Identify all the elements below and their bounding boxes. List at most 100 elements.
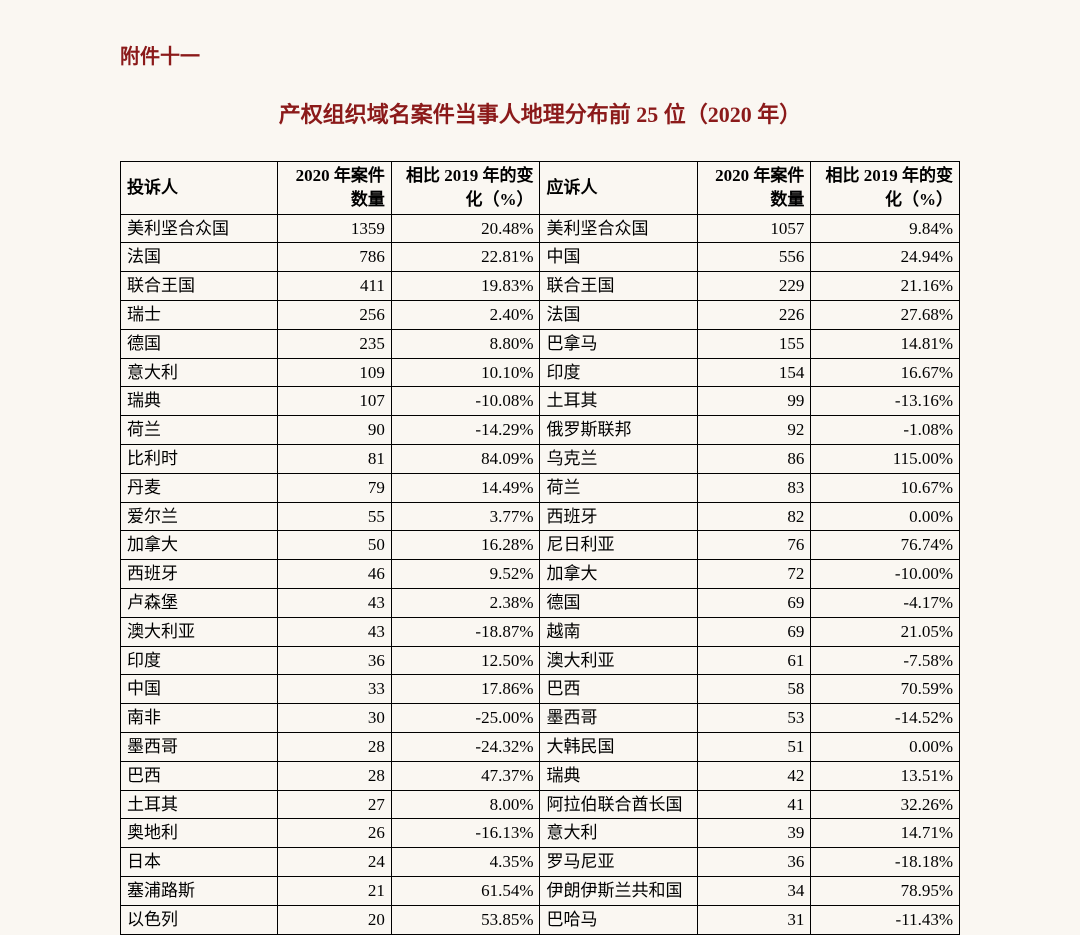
complainant-pct: 2.38% bbox=[391, 588, 540, 617]
respondent-pct: 16.67% bbox=[811, 358, 960, 387]
table-row: 以色列2053.85%巴哈马31-11.43% bbox=[121, 905, 960, 934]
table-row: 奥地利26-16.13%意大利3914.71% bbox=[121, 819, 960, 848]
respondent-cases: 31 bbox=[697, 905, 811, 934]
respondent-cases: 556 bbox=[697, 243, 811, 272]
complainant-pct: -24.32% bbox=[391, 732, 540, 761]
respondent-country: 荷兰 bbox=[540, 473, 697, 502]
respondent-cases: 226 bbox=[697, 300, 811, 329]
respondent-country: 巴哈马 bbox=[540, 905, 697, 934]
complainant-cases: 43 bbox=[278, 588, 392, 617]
table-row: 日本244.35%罗马尼亚36-18.18% bbox=[121, 848, 960, 877]
respondent-country: 西班牙 bbox=[540, 502, 697, 531]
respondent-cases: 154 bbox=[697, 358, 811, 387]
complainant-cases: 36 bbox=[278, 646, 392, 675]
complainant-pct: 84.09% bbox=[391, 444, 540, 473]
complainant-cases: 55 bbox=[278, 502, 392, 531]
complainant-cases: 81 bbox=[278, 444, 392, 473]
respondent-country: 大韩民国 bbox=[540, 732, 697, 761]
table-row: 爱尔兰553.77%西班牙820.00% bbox=[121, 502, 960, 531]
complainant-country: 日本 bbox=[121, 848, 278, 877]
complainant-pct: 8.80% bbox=[391, 329, 540, 358]
complainant-country: 联合王国 bbox=[121, 272, 278, 301]
complainant-cases: 21 bbox=[278, 876, 392, 905]
complainant-country: 墨西哥 bbox=[121, 732, 278, 761]
complainant-cases: 256 bbox=[278, 300, 392, 329]
complainant-country: 意大利 bbox=[121, 358, 278, 387]
respondent-cases: 155 bbox=[697, 329, 811, 358]
complainant-pct: 2.40% bbox=[391, 300, 540, 329]
respondent-cases: 61 bbox=[697, 646, 811, 675]
respondent-pct: 76.74% bbox=[811, 531, 960, 560]
complainant-pct: 17.86% bbox=[391, 675, 540, 704]
respondent-cases: 42 bbox=[697, 761, 811, 790]
complainant-cases: 786 bbox=[278, 243, 392, 272]
complainant-country: 塞浦路斯 bbox=[121, 876, 278, 905]
respondent-country: 阿拉伯联合酋长国 bbox=[540, 790, 697, 819]
table-row: 联合王国41119.83%联合王国22921.16% bbox=[121, 272, 960, 301]
complainant-country: 瑞典 bbox=[121, 387, 278, 416]
complainant-pct: 10.10% bbox=[391, 358, 540, 387]
table-row: 加拿大5016.28%尼日利亚7676.74% bbox=[121, 531, 960, 560]
respondent-pct: 78.95% bbox=[811, 876, 960, 905]
complainant-pct: 8.00% bbox=[391, 790, 540, 819]
complainant-country: 瑞士 bbox=[121, 300, 278, 329]
complainant-cases: 109 bbox=[278, 358, 392, 387]
complainant-cases: 28 bbox=[278, 761, 392, 790]
table-row: 印度3612.50%澳大利亚61-7.58% bbox=[121, 646, 960, 675]
complainant-country: 土耳其 bbox=[121, 790, 278, 819]
complainant-cases: 33 bbox=[278, 675, 392, 704]
complainant-pct: -25.00% bbox=[391, 704, 540, 733]
respondent-country: 罗马尼亚 bbox=[540, 848, 697, 877]
complainant-pct: 14.49% bbox=[391, 473, 540, 502]
complainant-country: 荷兰 bbox=[121, 416, 278, 445]
complainant-cases: 411 bbox=[278, 272, 392, 301]
respondent-country: 土耳其 bbox=[540, 387, 697, 416]
complainant-cases: 43 bbox=[278, 617, 392, 646]
respondent-pct: 27.68% bbox=[811, 300, 960, 329]
respondent-pct: -11.43% bbox=[811, 905, 960, 934]
complainant-country: 爱尔兰 bbox=[121, 502, 278, 531]
complainant-country: 印度 bbox=[121, 646, 278, 675]
respondent-pct: -13.16% bbox=[811, 387, 960, 416]
respondent-pct: 115.00% bbox=[811, 444, 960, 473]
complainant-pct: 20.48% bbox=[391, 214, 540, 243]
respondent-cases: 1057 bbox=[697, 214, 811, 243]
respondent-cases: 34 bbox=[697, 876, 811, 905]
table-row: 比利时8184.09%乌克兰86115.00% bbox=[121, 444, 960, 473]
page-title: 产权组织域名案件当事人地理分布前 25 位（2020 年） bbox=[120, 97, 960, 129]
table-row: 瑞士2562.40%法国22627.68% bbox=[121, 300, 960, 329]
table-row: 巴西2847.37%瑞典4213.51% bbox=[121, 761, 960, 790]
respondent-cases: 69 bbox=[697, 617, 811, 646]
table-row: 荷兰90-14.29%俄罗斯联邦92-1.08% bbox=[121, 416, 960, 445]
respondent-pct: -18.18% bbox=[811, 848, 960, 877]
respondent-cases: 72 bbox=[697, 560, 811, 589]
respondent-country: 意大利 bbox=[540, 819, 697, 848]
respondent-pct: 13.51% bbox=[811, 761, 960, 790]
table-row: 卢森堡432.38%德国69-4.17% bbox=[121, 588, 960, 617]
complainant-country: 以色列 bbox=[121, 905, 278, 934]
complainant-cases: 79 bbox=[278, 473, 392, 502]
respondent-country: 澳大利亚 bbox=[540, 646, 697, 675]
table-row: 美利坚合众国135920.48%美利坚合众国10579.84% bbox=[121, 214, 960, 243]
table-header: 投诉人 2020 年案件数量 相比 2019 年的变化（%） 应诉人 2020 … bbox=[121, 162, 960, 215]
complainant-cases: 1359 bbox=[278, 214, 392, 243]
respondent-cases: 99 bbox=[697, 387, 811, 416]
respondent-country: 美利坚合众国 bbox=[540, 214, 697, 243]
table-row: 意大利10910.10%印度15416.67% bbox=[121, 358, 960, 387]
complainant-cases: 46 bbox=[278, 560, 392, 589]
complainant-country: 加拿大 bbox=[121, 531, 278, 560]
complainant-country: 德国 bbox=[121, 329, 278, 358]
respondent-cases: 36 bbox=[697, 848, 811, 877]
complainant-pct: 16.28% bbox=[391, 531, 540, 560]
respondent-cases: 53 bbox=[697, 704, 811, 733]
respondent-country: 伊朗伊斯兰共和国 bbox=[540, 876, 697, 905]
respondent-cases: 51 bbox=[697, 732, 811, 761]
header-respondent-cases: 2020 年案件数量 bbox=[697, 162, 811, 215]
respondent-country: 德国 bbox=[540, 588, 697, 617]
respondent-country: 乌克兰 bbox=[540, 444, 697, 473]
header-respondent-change: 相比 2019 年的变化（%） bbox=[811, 162, 960, 215]
table-row: 西班牙469.52%加拿大72-10.00% bbox=[121, 560, 960, 589]
complainant-pct: -10.08% bbox=[391, 387, 540, 416]
respondent-cases: 86 bbox=[697, 444, 811, 473]
header-complainant-cases: 2020 年案件数量 bbox=[278, 162, 392, 215]
